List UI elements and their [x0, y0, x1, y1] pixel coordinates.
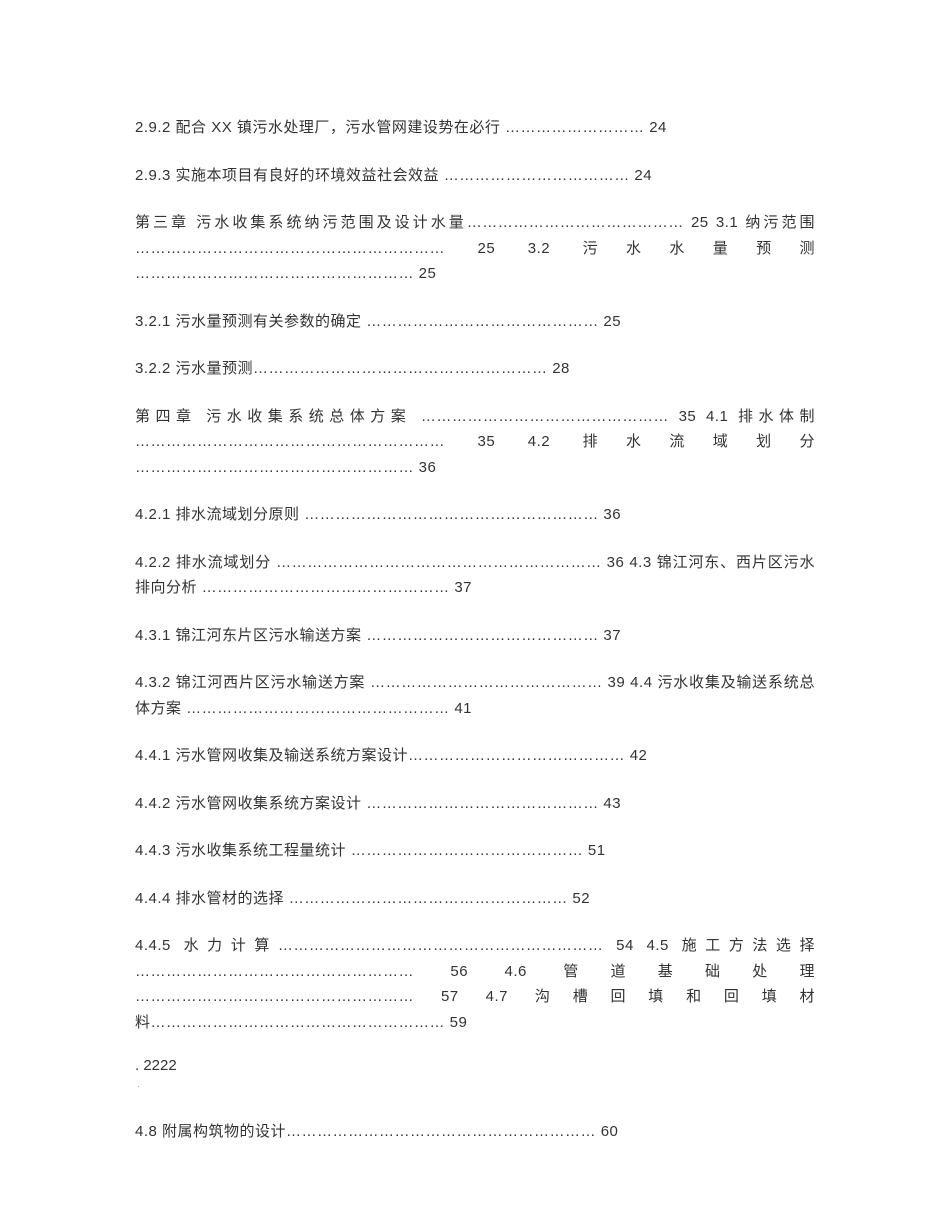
toc-entry: 3.2.2 污水量预测………………………………………………… 28 [135, 356, 815, 382]
toc-entry: 4.4.5 水力计算……………………………………………………… 54 4.5 施… [135, 933, 815, 1035]
toc-entry: 4.2.1 排水流域划分原则 ………………………………………………… 36 [135, 502, 815, 528]
toc-entry: 4.4.1 污水管网收集及输送系统方案设计…………………………………… 42 [135, 743, 815, 769]
toc-entry: 4.4.4 排水管材的选择 ……………………………………………… 52 [135, 886, 815, 912]
page-marker: . 2222 [135, 1057, 815, 1074]
toc-entry: 4.4.2 污水管网收集系统方案设计 ……………………………………… 43 [135, 791, 815, 817]
toc-entry: 4.8 附属构筑物的设计…………………………………………………… 60 [135, 1119, 815, 1145]
toc-entry: 2.9.2 配合 XX 镇污水处理厂，污水管网建设势在必行 ……………………… … [135, 115, 815, 141]
toc-entry: 3.2.1 污水量预测有关参数的确定 ……………………………………… 25 [135, 309, 815, 335]
decorative-dot: · [137, 1082, 815, 1091]
toc-entry: 第三章 污水收集系统纳污范围及设计水量…………………………………… 25 3.1… [135, 210, 815, 287]
toc-entry: 4.3.1 锦江河东片区污水输送方案 ……………………………………… 37 [135, 623, 815, 649]
toc-entry: 4.2.2 排水流域划分 ……………………………………………………… 36 4.… [135, 550, 815, 601]
toc-container: 2.9.2 配合 XX 镇污水处理厂，污水管网建设势在必行 ……………………… … [135, 115, 815, 1145]
toc-entry: 4.4.3 污水收集系统工程量统计 ……………………………………… 51 [135, 838, 815, 864]
toc-entry: 4.3.2 锦江河西片区污水输送方案 ……………………………………… 39 4.… [135, 670, 815, 721]
toc-entry: 2.9.3 实施本项目有良好的环境效益社会效益 ……………………………… 24 [135, 163, 815, 189]
toc-entry: 第四章 污水收集系统总体方案 ………………………………………… 35 4.1 排… [135, 404, 815, 481]
